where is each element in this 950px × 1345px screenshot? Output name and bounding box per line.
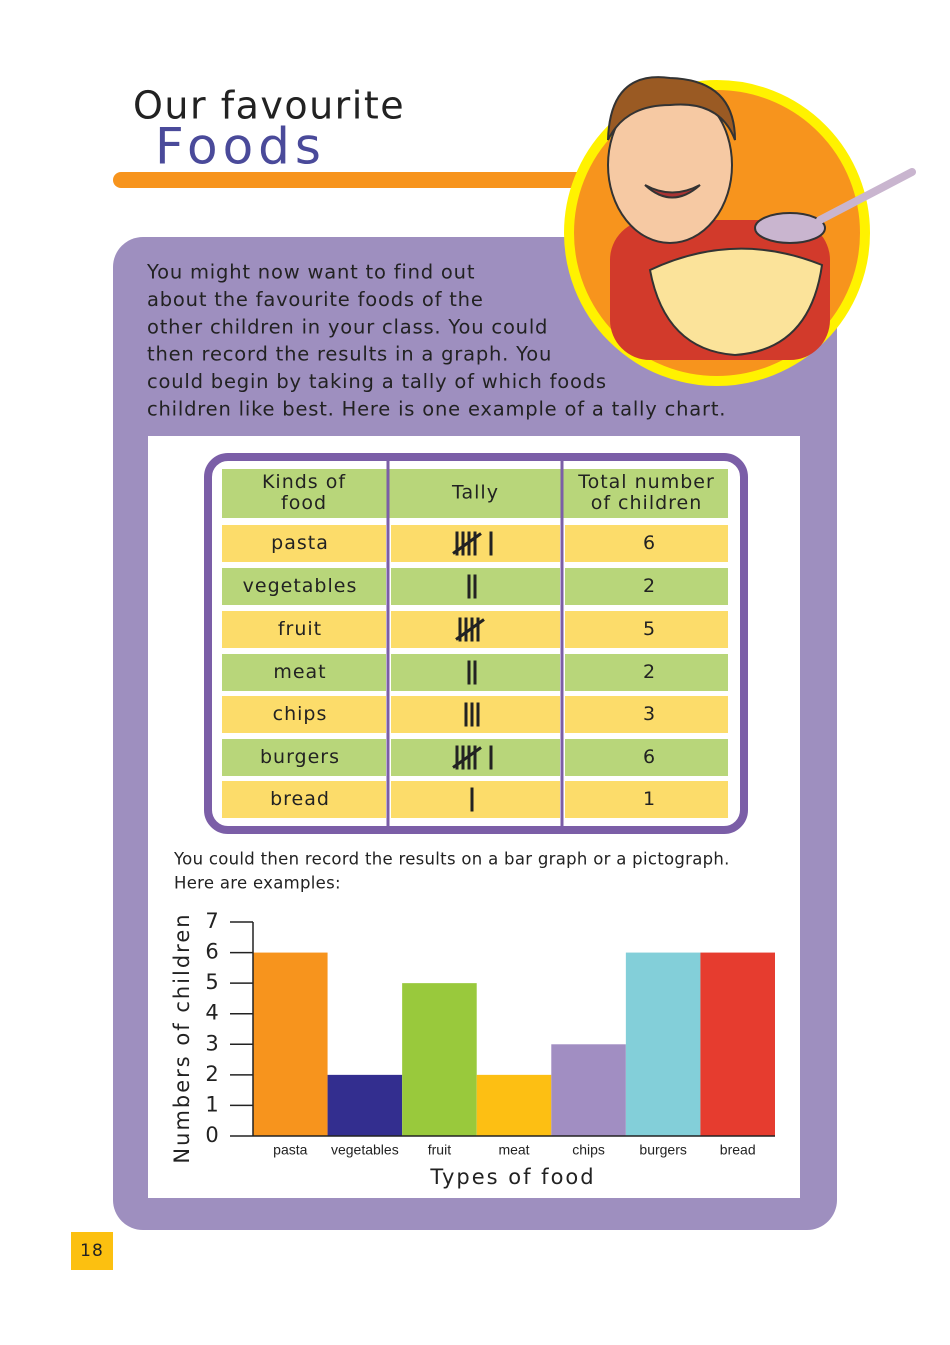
column-header: Tally [451,482,499,504]
table-cell [222,654,386,691]
y-tick-label: 2 [205,1062,218,1086]
food-name: pasta [271,532,329,554]
intro-text: then record the results in a graph. You [147,343,552,366]
bar [625,952,701,1136]
intro-text: other children in your class. You could [147,315,548,338]
y-tick-label: 5 [205,970,218,994]
table-cell [222,611,386,648]
table-cell [565,739,728,776]
bar [253,952,328,1136]
food-name: bread [270,788,330,810]
x-tick-label: chips [572,1142,605,1158]
tally-strike [452,746,482,769]
bowl [648,247,824,357]
food-name: fruit [278,618,322,640]
table-frame [204,453,748,834]
x-tick-label: fruit [428,1142,451,1158]
bar [551,1044,626,1136]
column-header: Total number [577,471,715,493]
table-cell [391,781,560,818]
mouth [644,184,701,199]
table-cell [222,739,386,776]
x-axis-title: Types of food [429,1165,595,1189]
y-axis-title: Numbers of children [170,912,194,1163]
tally [455,617,485,642]
caption: You could then record the results on a b… [173,850,730,869]
illustration [564,76,916,386]
table-cell [222,696,386,733]
x-tick-label: pasta [273,1142,307,1158]
intro-text: about the favourite foods of the [147,288,484,311]
table-cell [565,696,728,733]
tally-strike [455,618,485,641]
table-cell [565,525,728,562]
tally [467,660,477,685]
page-number: 18 [80,1241,104,1261]
table-cell [565,611,728,648]
total-value: 3 [643,703,655,725]
spoon-handle [816,168,916,224]
x-tick-label: vegetables [331,1142,399,1158]
x-tick-label: burgers [639,1142,686,1158]
column-header: of children [591,492,703,514]
food-name: vegetables [243,575,358,597]
page-number-box [71,1232,113,1270]
total-value: 6 [643,532,655,554]
table-cell [565,568,728,605]
total-value: 1 [643,788,655,810]
tally [452,745,493,770]
intro-text: could begin by taking a tally of which f… [147,370,607,393]
y-tick-label: 7 [205,909,218,933]
total-value: 6 [643,746,655,768]
tally [467,574,477,599]
x-tick-label: bread [720,1142,756,1158]
total-value: 2 [643,661,655,683]
y-tick-label: 1 [205,1092,218,1116]
table-cell [565,781,728,818]
table-header-row [222,469,728,518]
caption: Here are examples: [174,874,341,893]
column-header: Kinds of [262,471,346,493]
y-tick-label: 4 [205,1001,218,1025]
title: Our favourite [133,84,405,128]
food-name: burgers [260,746,340,768]
table-cell [565,654,728,691]
title-emphasis: Foods [155,118,326,176]
tally [464,702,480,727]
table-cell [391,611,560,648]
tally [452,531,493,556]
total-value: 5 [643,618,655,640]
bar [700,952,775,1136]
intro-text: You might now want to find out [146,261,475,284]
column-header: food [281,492,327,514]
food-name: chips [273,703,328,725]
food-name: meat [273,661,326,683]
table-cell [222,781,386,818]
bar [476,1074,552,1136]
y-tick-label: 3 [205,1031,218,1055]
bar [402,983,477,1136]
table-cell [222,568,386,605]
table-cell [391,696,560,733]
y-tick-label: 0 [205,1123,218,1147]
hair [607,76,736,141]
table-cell [222,525,386,562]
tally-strike [452,532,482,555]
x-tick-label: meat [498,1142,529,1158]
total-value: 2 [643,575,655,597]
spoon [754,212,826,244]
intro-text: children like best. Here is one example … [147,398,726,421]
bar [327,1074,403,1136]
y-tick-label: 6 [205,940,218,964]
